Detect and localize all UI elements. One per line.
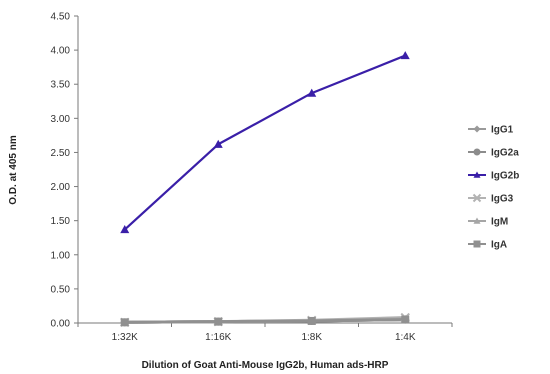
legend-marker-igg3 bbox=[472, 193, 482, 203]
data-point-iga bbox=[120, 318, 129, 327]
series-lines bbox=[123, 54, 407, 324]
legend-marker-igg2a bbox=[473, 148, 481, 156]
y-tick-label: 0.00 bbox=[51, 319, 71, 330]
y-tick-label: 2.50 bbox=[51, 148, 71, 159]
x-tick-label: 1:32K bbox=[112, 332, 138, 343]
chart-axes bbox=[77, 16, 452, 324]
x-tick-label: 1:16K bbox=[205, 332, 231, 343]
legend-label-igg2a: IgG2a bbox=[491, 148, 519, 159]
y-tick-label: 4.00 bbox=[51, 46, 71, 57]
legend-label-iga: IgA bbox=[491, 240, 507, 251]
y-tick-label: 1.00 bbox=[51, 250, 71, 261]
y-tick-labels: 0.00 0.50 1.00 1.50 2.00 2.50 3.00 3.50 4.00 4.50 bbox=[51, 12, 78, 330]
series-line-iga bbox=[123, 318, 407, 324]
data-point-igg2b bbox=[307, 88, 317, 97]
data-point-igg2b bbox=[213, 139, 223, 148]
legend-marker-igg2b bbox=[473, 171, 481, 178]
y-tick-label: 2.00 bbox=[51, 182, 71, 193]
data-point-igg2b bbox=[120, 225, 130, 234]
legend-marker-iga bbox=[473, 240, 481, 248]
y-tick-label: 3.00 bbox=[51, 114, 71, 125]
data-point-iga bbox=[214, 317, 223, 326]
x-tick-label: 1:4K bbox=[395, 332, 416, 343]
legend-marker-igg1 bbox=[473, 125, 481, 133]
legend-label-igg2b: IgG2b bbox=[491, 171, 519, 182]
series-line-igg2b bbox=[123, 54, 407, 231]
x-tick-label: 1:8K bbox=[301, 332, 322, 343]
x-tick-labels: 1:32K 1:16K 1:8K 1:4K bbox=[77, 323, 453, 343]
data-point-igg2b bbox=[400, 51, 410, 60]
data-point-iga bbox=[307, 316, 316, 325]
legend-label-igg1: IgG1 bbox=[491, 125, 514, 136]
y-tick-label: 1.50 bbox=[51, 216, 71, 227]
legend-label-igm: IgM bbox=[491, 217, 508, 228]
y-tick-label: 0.50 bbox=[51, 284, 71, 295]
legend-marker-igm bbox=[473, 217, 481, 224]
series-markers bbox=[120, 51, 410, 328]
y-tick-label: 3.50 bbox=[51, 80, 71, 91]
x-axis-title: Dilution of Goat Anti-Mouse IgG2b, Human… bbox=[142, 360, 389, 371]
data-point-iga bbox=[401, 315, 410, 324]
y-tick-label: 4.50 bbox=[51, 12, 71, 23]
y-axis-title: O.D. at 405 nm bbox=[8, 135, 19, 205]
chart-legend: IgG1 IgG2a IgG2b IgG3 IgM IgA bbox=[468, 125, 519, 251]
legend-label-igg3: IgG3 bbox=[491, 194, 514, 205]
